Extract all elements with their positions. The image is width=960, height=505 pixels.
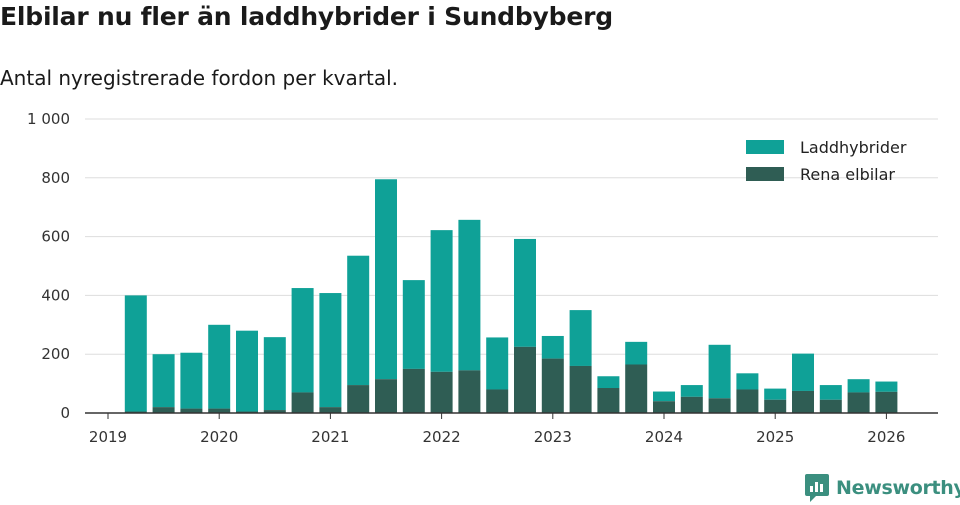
bar-rena-elbilar [458,370,481,413]
bar-laddhybrider [847,379,870,393]
bars [124,179,898,413]
y-tick-label: 600 [41,228,70,246]
x-tick-label: 2024 [645,428,683,446]
legend-label-rena-elbilar: Rena elbilar [800,165,895,184]
bar-rena-elbilar [208,408,231,413]
bar-rena-elbilar [347,385,370,413]
bar-rena-elbilar [402,368,425,413]
bar-rena-elbilar [680,396,703,413]
bar-laddhybrider [597,376,620,389]
bar-laddhybrider [514,238,536,347]
chart-title: Elbilar nu fler än laddhybrider i Sundby… [0,2,613,31]
y-tick-label: 400 [41,286,70,304]
bar-laddhybrider [152,354,175,408]
bar-rena-elbilar [569,365,592,413]
x-tick-label: 2019 [89,428,127,446]
x-tick-label: 2023 [534,428,572,446]
bar-laddhybrider [402,280,425,369]
bar-laddhybrider [875,381,898,392]
legend-swatch-rena-elbilar [746,167,784,181]
bar-laddhybrider [124,295,147,412]
y-tick-label: 800 [41,169,70,187]
bar-laddhybrider [569,310,592,366]
bar-laddhybrider [541,335,564,359]
chart-subtitle: Antal nyregistrerade fordon per kvartal. [0,66,399,90]
bar-rena-elbilar [541,358,564,413]
legend: Laddhybrider Rena elbilar [746,138,907,184]
y-axis-ticks: 0 200 400 600 800 1 000 [27,110,70,422]
newsworthy-logo-icon [805,474,829,502]
bar-rena-elbilar [764,399,787,413]
bar-rena-elbilar [291,392,314,413]
bar-rena-elbilar [875,391,898,413]
bar-laddhybrider [653,391,675,402]
bar-rena-elbilar [792,390,814,413]
bar-rena-elbilar [319,407,342,413]
bar-rena-elbilar [847,392,870,413]
bar-laddhybrider [263,337,286,411]
bar-rena-elbilar [152,407,175,413]
bar-laddhybrider [708,344,731,399]
bar-rena-elbilar [708,398,731,413]
bar-rena-elbilar [430,371,453,413]
bar-laddhybrider [819,385,842,400]
y-tick-label: 1 000 [27,110,70,128]
bar-rena-elbilar [263,410,286,413]
bar-rena-elbilar [597,388,620,413]
bar-laddhybrider [319,293,342,408]
x-axis: 2019 2020 2021 2022 2023 2024 2025 2026 [85,412,938,446]
bar-laddhybrider [208,324,231,409]
bar-rena-elbilar [653,401,675,413]
legend-label-laddhybrider: Laddhybrider [800,138,907,157]
bar-rena-elbilar [375,379,397,413]
legend-swatch-laddhybrider [746,140,784,154]
bar-laddhybrider [291,288,314,393]
x-tick-label: 2020 [200,428,238,446]
x-tick-label: 2022 [423,428,461,446]
bar-rena-elbilar [736,389,759,413]
y-tick-label: 200 [41,345,70,363]
newsworthy-brand[interactable]: Newsworthy [804,473,960,503]
bar-laddhybrider [625,341,648,365]
x-tick-label: 2026 [867,428,905,446]
bar-laddhybrider [764,388,787,400]
brand-name: Newsworthy [836,477,960,499]
x-tick-label: 2021 [311,428,349,446]
y-tick-label: 0 [60,404,70,422]
bar-laddhybrider [680,385,703,397]
bar-rena-elbilar [819,399,842,413]
bar-rena-elbilar [180,408,203,413]
bar-laddhybrider [792,353,814,391]
bar-laddhybrider [736,373,759,390]
bar-laddhybrider [458,219,481,371]
bar-laddhybrider [180,352,203,409]
bar-laddhybrider [430,230,453,372]
bar-laddhybrider [236,330,258,412]
x-tick-label: 2025 [756,428,794,446]
bar-rena-elbilar [514,346,536,413]
bar-laddhybrider [347,255,370,386]
bar-laddhybrider [486,337,509,390]
bar-laddhybrider [375,179,397,380]
bar-rena-elbilar [486,389,509,413]
bar-rena-elbilar [625,364,648,413]
